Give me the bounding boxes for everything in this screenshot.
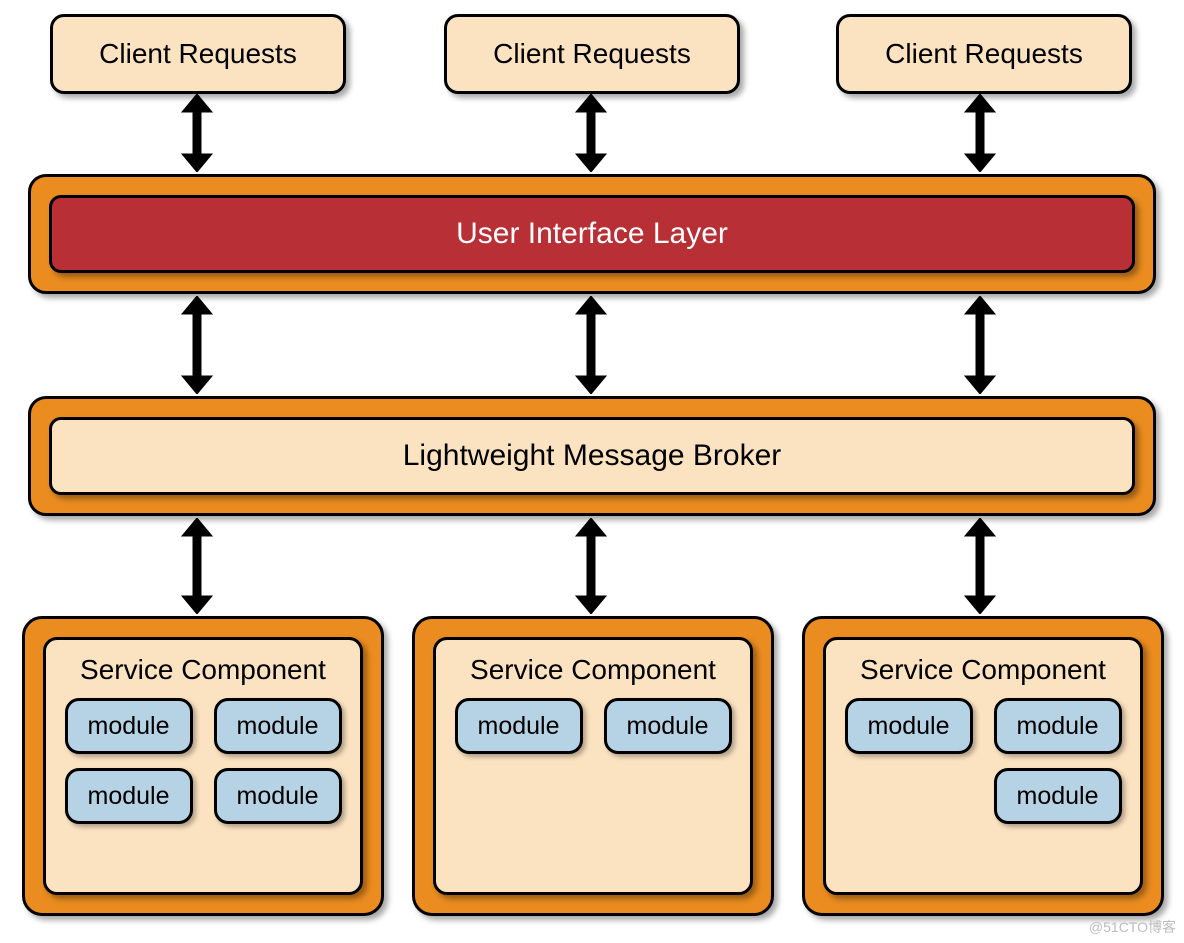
module-grid: module module module (844, 698, 1122, 824)
ui-layer-label: User Interface Layer (456, 217, 728, 251)
bidirectional-arrow (960, 94, 1000, 172)
bidirectional-arrow (571, 518, 611, 614)
module-label: module (88, 712, 170, 741)
module-label: module (627, 712, 709, 741)
client-requests-label: Client Requests (885, 38, 1083, 70)
service-component-title: Service Component (454, 654, 732, 686)
module-label: module (1017, 782, 1099, 811)
service-component: Service Component module module (433, 637, 753, 895)
service-component: Service Component module module module (823, 637, 1143, 895)
client-requests-box: Client Requests (836, 14, 1132, 94)
module-box: module (845, 698, 973, 754)
watermark: @51CTO博客 (1089, 917, 1176, 937)
service-component-container: Service Component module module module (802, 616, 1164, 916)
broker-layer-label: Lightweight Message Broker (403, 439, 782, 473)
service-component-container: Service Component module module (412, 616, 774, 916)
broker-layer: Lightweight Message Broker (49, 417, 1135, 495)
bidirectional-arrow (177, 296, 217, 394)
bidirectional-arrow (177, 518, 217, 614)
module-box: module (604, 698, 732, 754)
module-label: module (478, 712, 560, 741)
service-component-container: Service Componentmodulemodulemodulemodul… (22, 616, 384, 916)
module-box: module (214, 698, 342, 754)
bidirectional-arrow (571, 94, 611, 172)
module-box: module (65, 698, 193, 754)
service-component-title: Service Component (844, 654, 1122, 686)
client-requests-label: Client Requests (99, 38, 297, 70)
module-label: module (88, 782, 170, 811)
module-grid: module module (454, 698, 732, 754)
module-label: module (868, 712, 950, 741)
module-box: module (65, 768, 193, 824)
module-box: module (994, 698, 1122, 754)
ui-layer: User Interface Layer (49, 195, 1135, 273)
service-component: Service Componentmodulemodulemodulemodul… (43, 637, 363, 895)
client-requests-label: Client Requests (493, 38, 691, 70)
bidirectional-arrow (960, 518, 1000, 614)
module-box: module (994, 768, 1122, 824)
bidirectional-arrow (960, 296, 1000, 394)
module-box: module (455, 698, 583, 754)
module-grid: module module module module (64, 698, 342, 824)
module-label: module (1017, 712, 1099, 741)
broker-layer-container: Lightweight Message Broker (28, 396, 1156, 516)
module-box: module (214, 768, 342, 824)
bidirectional-arrow (177, 94, 217, 172)
module-label: module (237, 712, 319, 741)
module-label: module (237, 782, 319, 811)
client-requests-box: Client Requests (50, 14, 346, 94)
service-component-title: Service Component (64, 654, 342, 686)
client-requests-box: Client Requests (444, 14, 740, 94)
ui-layer-container: User Interface Layer (28, 174, 1156, 294)
bidirectional-arrow (571, 296, 611, 394)
